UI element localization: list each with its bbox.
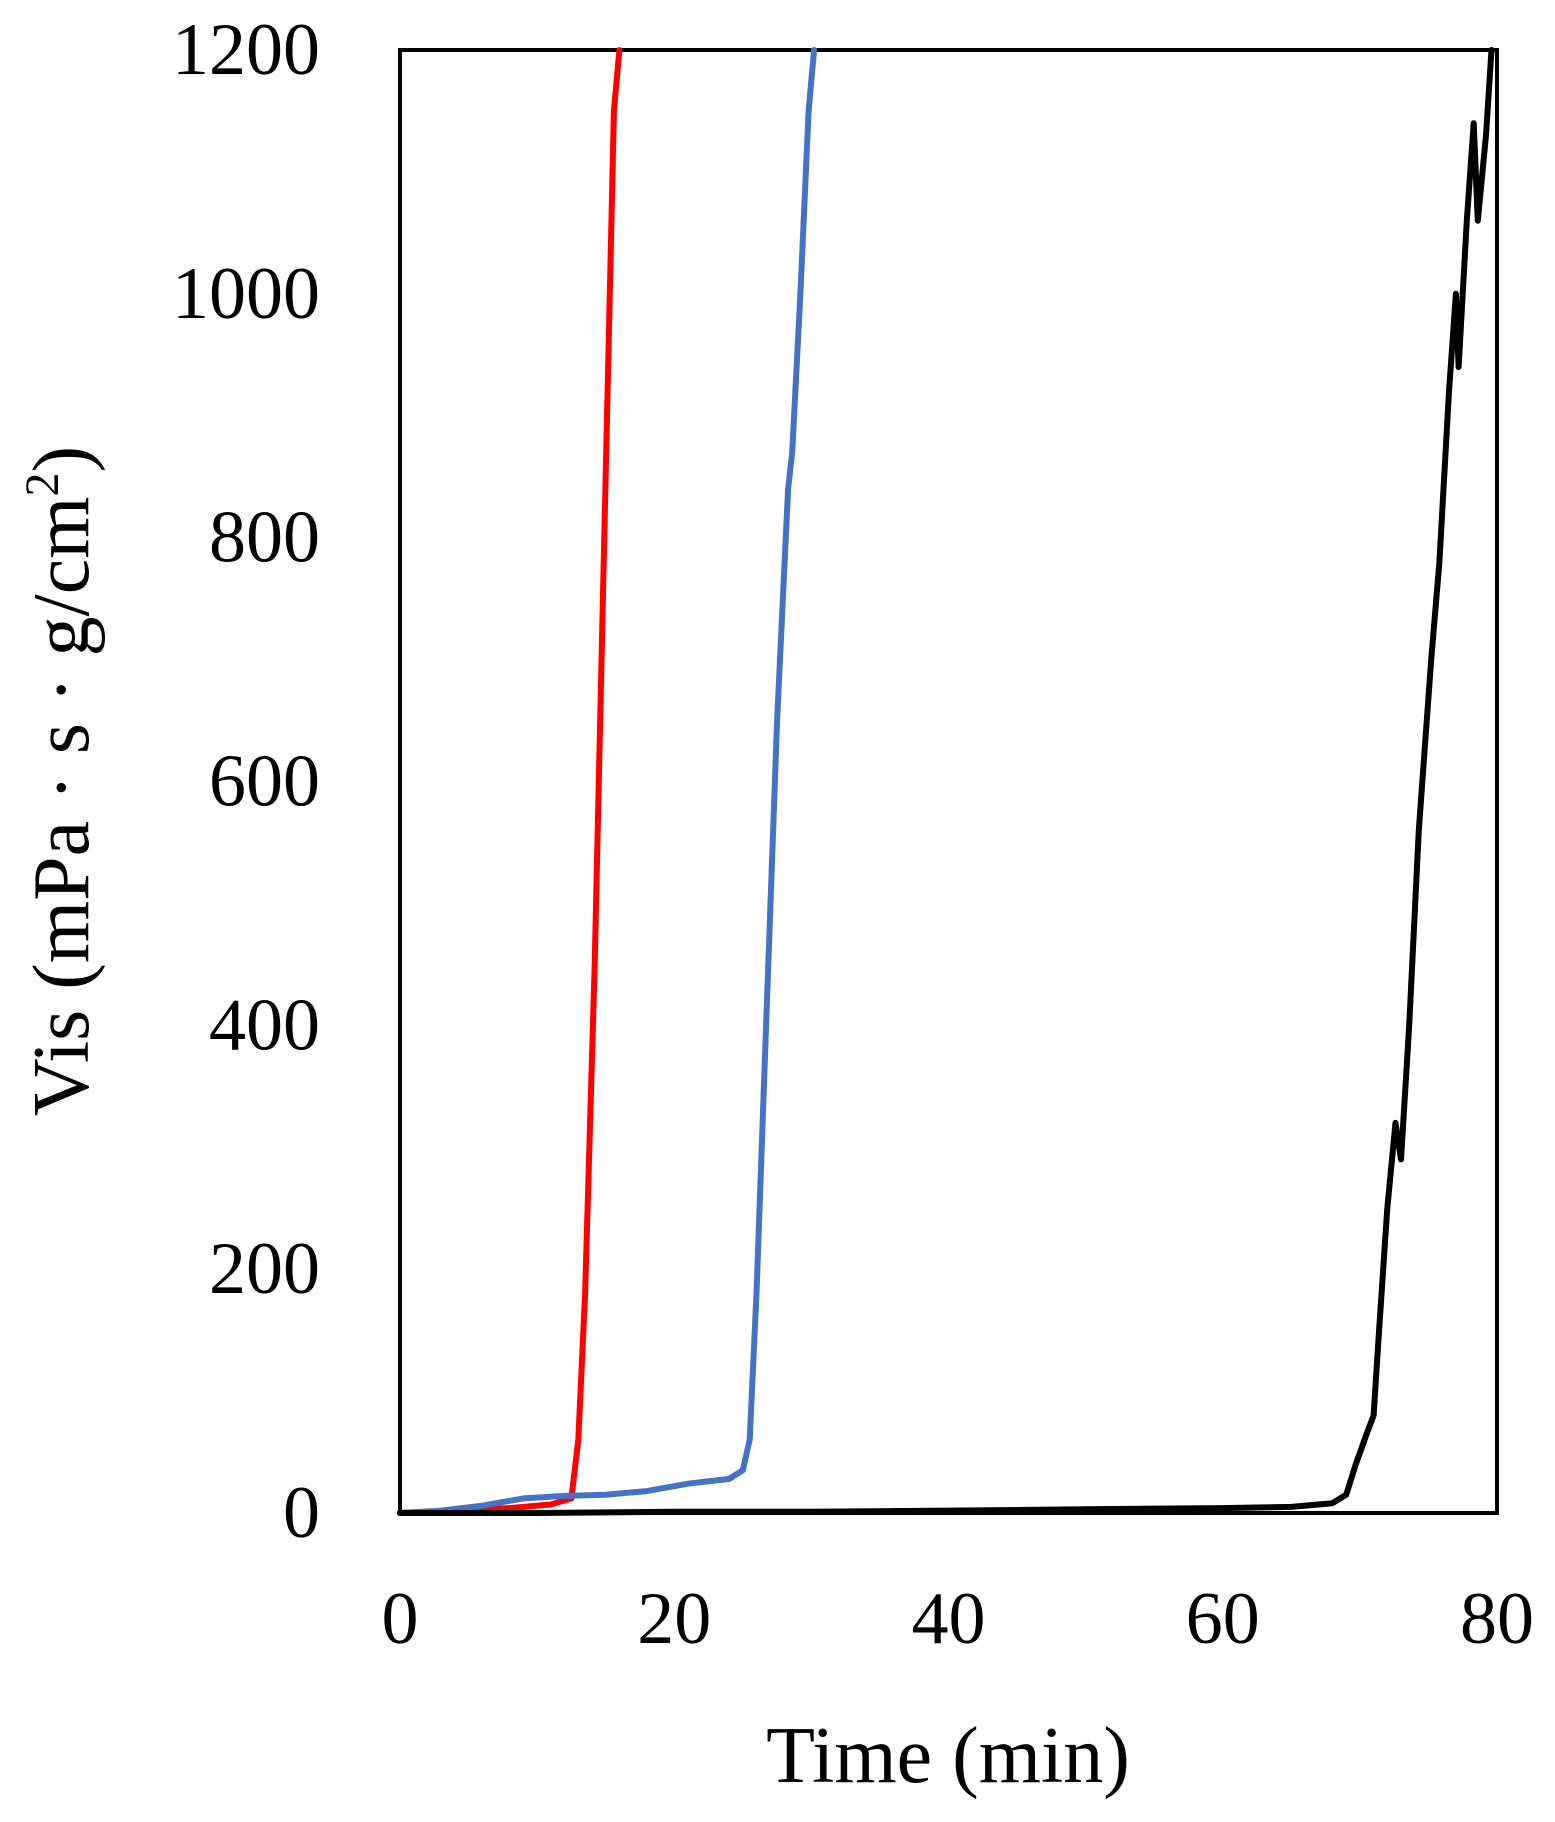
x-axis-ticks: 0 20 40 60 80 (382, 1578, 1535, 1660)
x-tick-label: 20 (637, 1578, 711, 1660)
x-tick-label: 80 (1460, 1578, 1534, 1660)
y-axis-title: Vis (mPa · s · g/cm2) (16, 446, 106, 1116)
series-line-2 (397, 47, 818, 1516)
y-axis-title-suffix: ) (18, 446, 106, 473)
y-tick-label: 0 (283, 1472, 320, 1554)
plot-area (398, 48, 1499, 1515)
x-tick-label: 40 (912, 1578, 986, 1660)
y-tick-label: 800 (209, 497, 320, 579)
y-tick-label: 1200 (172, 9, 320, 91)
y-axis-title-superscript: 2 (16, 473, 69, 497)
y-tick-label: 1000 (172, 253, 320, 335)
x-tick-label: 60 (1186, 1578, 1260, 1660)
series-line-1 (397, 47, 623, 1516)
series-layer (397, 47, 1495, 1516)
x-axis-title: Time (min) (766, 1712, 1130, 1800)
y-tick-label: 600 (209, 741, 320, 823)
y-axis-title-text: Vis (mPa · s · g/cm (18, 497, 106, 1117)
y-tick-label: 400 (209, 984, 320, 1066)
y-tick-label: 200 (209, 1228, 320, 1310)
x-tick-label: 0 (382, 1578, 419, 1660)
series-line-3 (397, 47, 1495, 1516)
y-axis-ticks: 0 200 400 600 800 1000 1200 (172, 9, 320, 1554)
